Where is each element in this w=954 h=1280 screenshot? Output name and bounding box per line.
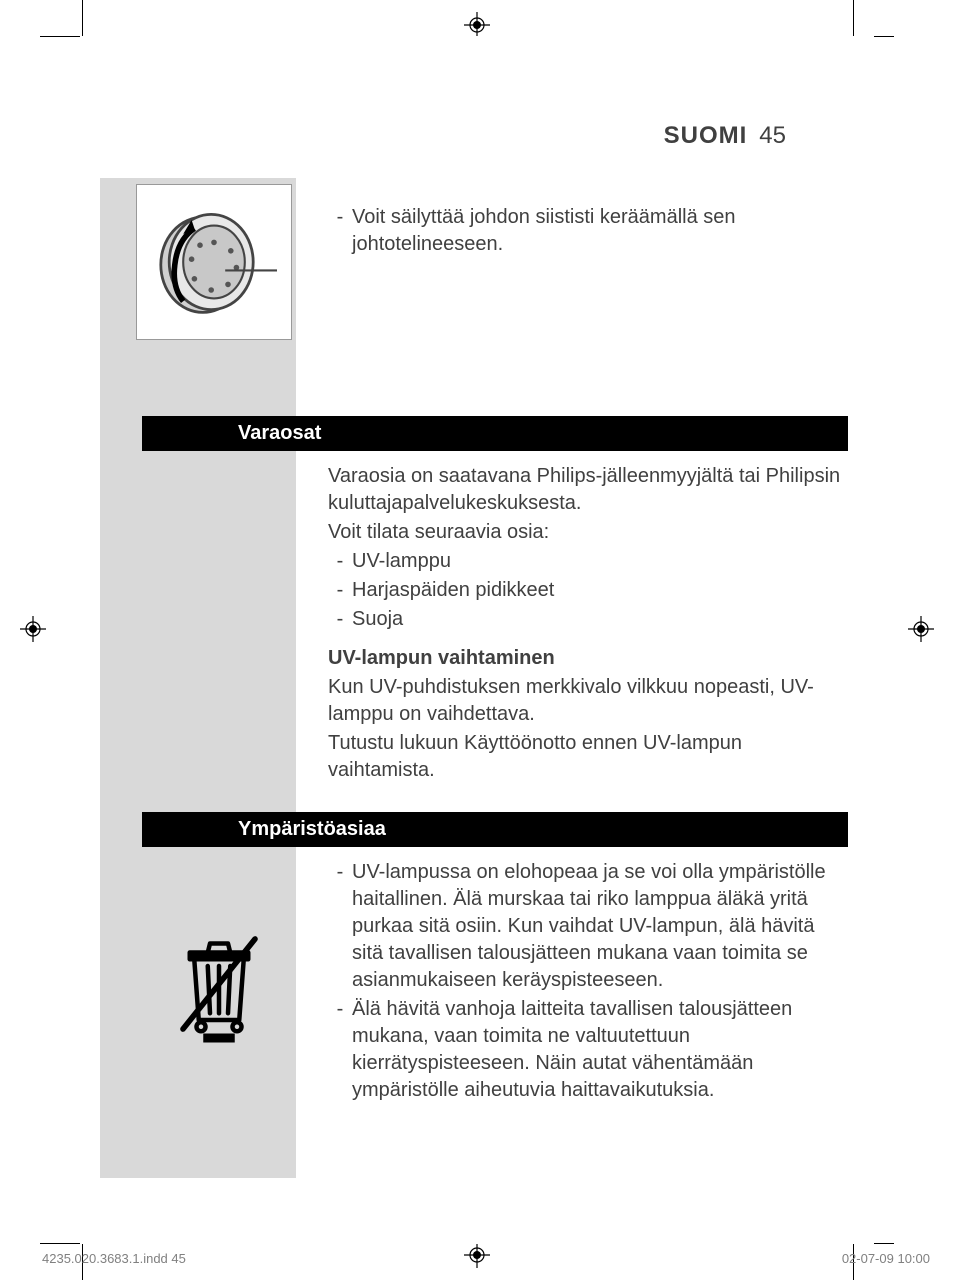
- page-header: SUOMI 45: [664, 122, 786, 150]
- main-content: - Voit säilyttää johdon siististi kerääm…: [328, 204, 848, 1106]
- footer-datetime: 02-07-09 10:00: [842, 1251, 930, 1266]
- registration-mark-icon: [464, 1242, 490, 1268]
- uv-sp2: Tutustu lukuun Käyttöönotto ennen UV-lam…: [328, 730, 848, 784]
- page-body: SUOMI 45: [82, 36, 874, 1244]
- subheading-uv-lamp: UV-lampun vaihtaminen: [328, 645, 848, 672]
- list-item-text: UV-lamppu: [352, 548, 848, 575]
- list-item: - UV-lamppu: [328, 548, 848, 575]
- registration-mark-icon: [20, 616, 46, 642]
- crop-mark: [40, 1243, 80, 1244]
- crop-mark: [82, 0, 83, 36]
- crop-mark: [853, 0, 854, 36]
- varaosat-p1: Varaosia on saatavana Philips-jälleenmyy…: [328, 463, 848, 517]
- footer-file-info: 4235.020.3683.1.indd 45: [42, 1251, 186, 1266]
- env-bullet-1-text: UV-lampussa on elohopeaa ja se voi olla …: [352, 859, 848, 994]
- intro-bullet: - Voit säilyttää johdon siististi kerääm…: [328, 204, 848, 258]
- page-number: 45: [759, 122, 786, 149]
- env-bullet-1: - UV-lampussa on elohopeaa ja se voi oll…: [328, 859, 848, 994]
- bullet-dash: -: [328, 606, 352, 633]
- bullet-dash: -: [328, 548, 352, 575]
- intro-bullet-text: Voit säilyttää johdon siististi keräämäl…: [352, 204, 848, 258]
- bullet-dash: -: [328, 859, 352, 994]
- language-label: SUOMI: [664, 122, 748, 149]
- bullet-dash: -: [328, 204, 352, 258]
- crop-mark: [40, 36, 80, 37]
- uv-sp1: Kun UV-puhdistuksen merkkivalo vilkkuu n…: [328, 674, 848, 728]
- section-heading-ymparisto: Ympäristöasiaa: [142, 812, 848, 847]
- list-item-text: Harjaspäiden pidikkeet: [352, 577, 848, 604]
- section-heading-varaosat: Varaosat: [142, 416, 848, 451]
- list-item-text: Suoja: [352, 606, 848, 633]
- bullet-dash: -: [328, 996, 352, 1104]
- bullet-dash: -: [328, 577, 352, 604]
- cord-storage-illustration: [136, 184, 292, 340]
- list-item: - Suoja: [328, 606, 848, 633]
- registration-mark-icon: [464, 12, 490, 38]
- env-bullet-2-text: Älä hävitä vanhoja laitteita tavallisen …: [352, 996, 848, 1104]
- list-item: - Harjaspäiden pidikkeet: [328, 577, 848, 604]
- varaosat-p2: Voit tilata seuraavia osia:: [328, 519, 848, 546]
- weee-recycle-icon: [164, 914, 274, 1054]
- env-bullet-2: - Älä hävitä vanhoja laitteita tavallise…: [328, 996, 848, 1104]
- registration-mark-icon: [908, 616, 934, 642]
